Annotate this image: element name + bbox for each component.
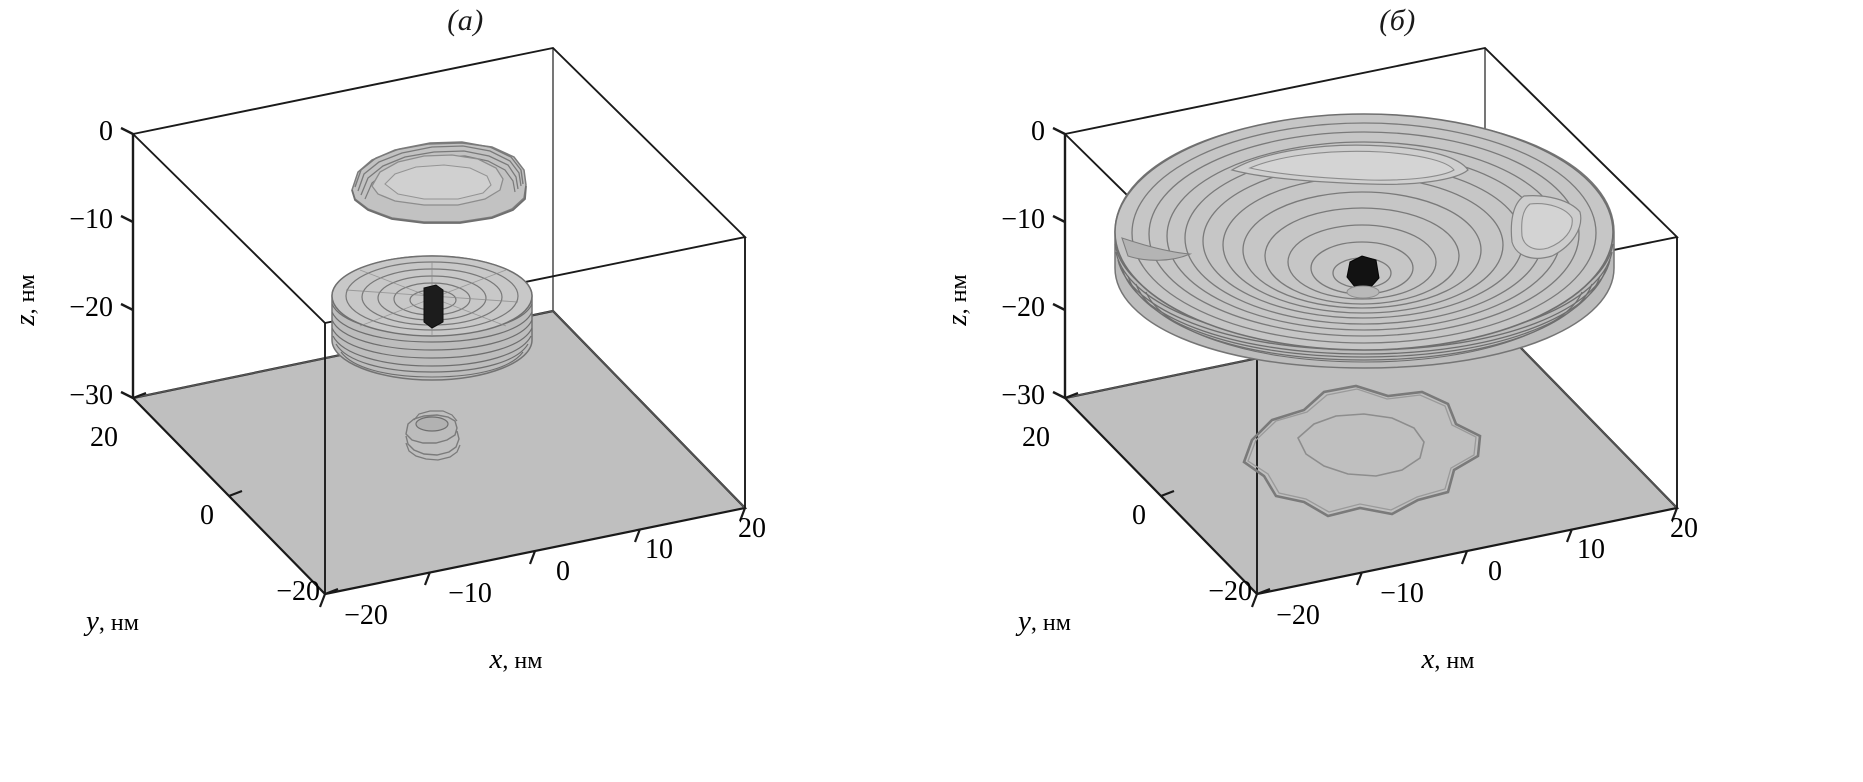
x-axis-symbol: x [1421,643,1435,675]
floor-contour-projection-a [405,410,461,461]
y-axis-symbol: y [1015,605,1031,637]
z-tick-label-3: −30 [1001,380,1045,411]
z-axis-unit: , нм [946,274,972,314]
core-marker-a [423,284,444,329]
upper-plateau-isosurface-a [351,141,527,224]
y-axis-name-b: y, нм [1015,605,1071,637]
x-tick-label-4: 20 [1670,513,1698,544]
y-tick-label-0: 20 [1022,422,1050,453]
x-axis-unit: , нм [502,648,542,674]
z-tick-label-2: −20 [1001,292,1045,323]
x-tick-label-3: 10 [645,534,673,565]
z-tick-label-0: 0 [1031,116,1045,147]
y-tick-label-1: 0 [1132,500,1146,531]
y-tick-label-2: −20 [276,576,320,607]
x-axis-a: −20 −10 0 10 20 x, нм [318,507,766,675]
panel-a-plot: 0 −10 −20 −30 z, нм 20 0 −20 y, нм −20 −… [9,46,766,675]
y-axis-unit: , нм [1031,610,1071,636]
x-tick-label-2: 0 [556,556,570,587]
z-tick-label-0: 0 [99,116,113,147]
x-axis-name-b: x, нм [1421,643,1475,675]
z-axis-b: 0 −10 −20 −30 z, нм [941,116,1066,411]
x-tick-label-1: −10 [448,578,492,609]
z-axis-name-a: z, нм [9,274,41,326]
panel-b-title-text: (б) [1379,4,1416,37]
panel-a-title: (а) [0,4,931,38]
floor-contour-projection-b [1242,384,1482,518]
z-axis-name-b: z, нм [941,274,973,326]
x-axis-unit: , нм [1434,648,1474,674]
y-axis-b: 20 0 −20 y, нм [1015,391,1271,637]
y-tick-label-0: 20 [90,422,118,453]
y-axis-name-a: y, нм [83,605,139,637]
x-axis-b: −20 −10 0 10 20 x, нм [1250,507,1698,675]
y-axis-symbol: y [83,605,99,637]
z-axis-symbol: z [9,314,41,326]
z-axis-a: 0 −10 −20 −30 z, нм [9,116,134,411]
x-tick-label-0: −20 [344,600,388,631]
x-axis-name-a: x, нм [489,643,543,675]
x-tick-label-4: 20 [738,513,766,544]
x-axis-symbol: x [489,643,503,675]
x-tick-label-3: 10 [1577,534,1605,565]
panel-a-title-text: (а) [447,4,484,37]
core-marker-b [1346,255,1380,289]
z-axis-symbol: z [941,314,973,326]
panel-b-plot: 0 −10 −20 −30 z, нм 20 0 −20 y, нм −20 −… [941,46,1698,675]
y-axis-unit: , нм [99,610,139,636]
x-tick-label-0: −20 [1276,600,1320,631]
z-axis-unit: , нм [14,274,40,314]
panel-a: (а) [0,0,931,782]
z-tick-label-2: −20 [69,292,113,323]
panel-b-title: (б) [932,4,1863,38]
x-tick-label-2: 0 [1488,556,1502,587]
y-axis-a: 20 0 −20 y, нм [83,391,339,637]
z-tick-label-1: −10 [69,204,113,235]
mid-disk-isosurface-a [331,255,533,381]
x-tick-label-1: −10 [1380,578,1424,609]
z-tick-label-3: −30 [69,380,113,411]
z-tick-label-1: −10 [1001,204,1045,235]
y-tick-label-2: −20 [1208,576,1252,607]
panel-b: (б) [932,0,1863,782]
large-dome-isosurface-b [1114,113,1615,369]
y-tick-label-1: 0 [200,500,214,531]
